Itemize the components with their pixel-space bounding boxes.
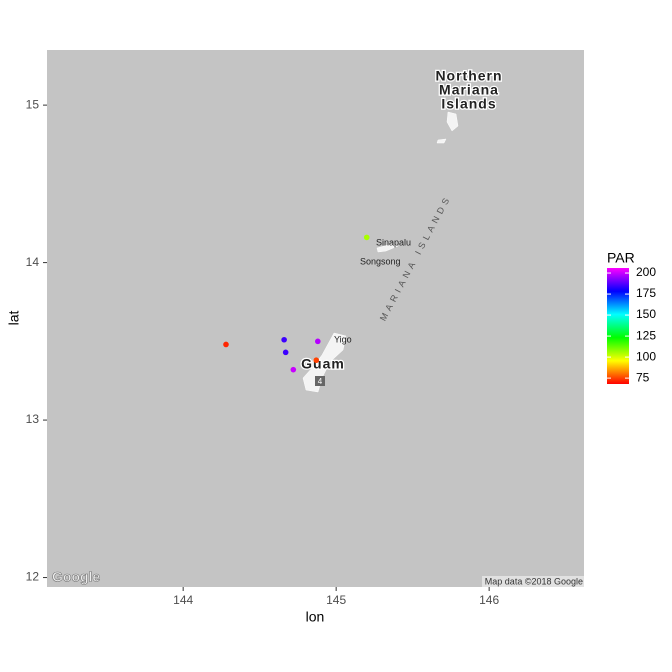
point [281,336,287,343]
land [302,111,459,393]
x-tick-label: 145 [326,593,346,607]
point [290,366,297,373]
y-tick-label: 12 [26,570,40,584]
y-tick-label: 13 [26,412,40,426]
x-tick-label: 144 [173,593,193,607]
y-axis-title: lat [6,311,22,326]
x-axis-title: lon [306,609,325,625]
attribution: Map data ©2018 Google [485,576,583,586]
map-label: Sinapalu [376,237,411,247]
route-shield [315,376,325,386]
y-tick-label: 14 [26,255,40,269]
map-label: Guam [301,356,345,372]
aguijan-island [436,138,447,144]
point [313,357,320,364]
point [363,234,370,241]
map-label: Islands [441,96,496,112]
map-panel [47,50,584,587]
y-tick-label: 15 [26,97,40,111]
map-label: 4 [318,377,323,386]
colorbar-label: 75 [636,370,650,384]
colorbar-label: 150 [636,307,656,321]
colorbar-label: 200 [636,265,656,279]
map-label: Yigo [334,334,352,344]
point [282,349,289,356]
point [314,338,321,345]
colorbar-label: 175 [636,286,656,300]
legend-title: PAR [607,250,635,266]
guam-island [302,332,347,393]
google-logo: Google [52,569,100,585]
x-tick-label: 146 [479,593,499,607]
attribution-bg [482,576,584,587]
colorbar-label: 100 [636,349,656,363]
map-label: Northern [435,68,502,84]
point [223,341,229,348]
colorbar-label: 125 [636,328,656,342]
map-label: Mariana [439,82,499,98]
map-label: Songsong [360,256,401,266]
saipan-island [446,111,459,132]
colorbar [607,268,629,384]
rota-island [376,243,399,253]
